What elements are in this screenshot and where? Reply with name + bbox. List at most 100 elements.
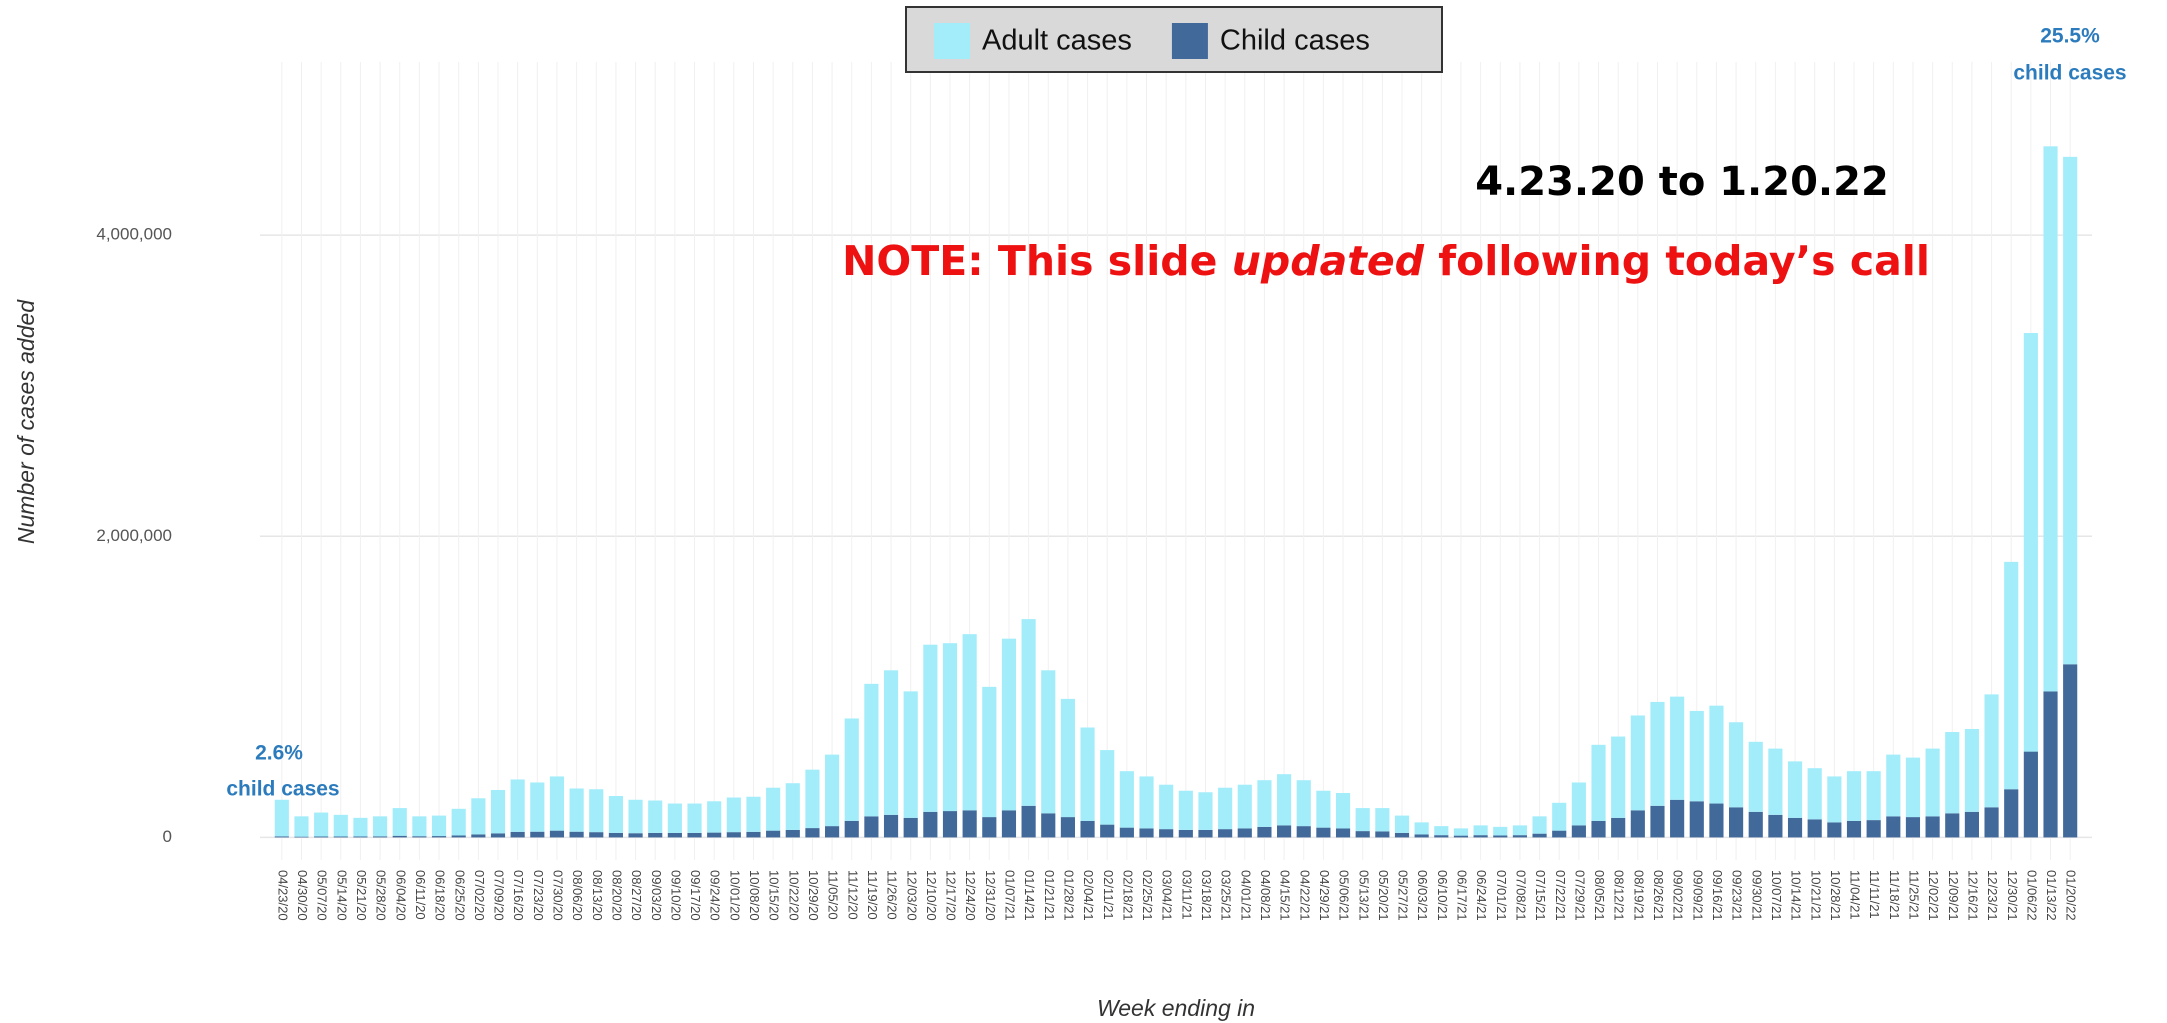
bar-segment — [373, 816, 388, 837]
bar-segment — [1512, 835, 1527, 838]
x-tick-label: 06/17/21 — [1455, 870, 1470, 921]
bar-segment — [1512, 825, 1527, 836]
bar-segment — [903, 817, 918, 838]
bar-segment — [1807, 768, 1822, 820]
bar-segment — [2043, 146, 2058, 692]
bar-segment — [1748, 811, 1763, 838]
x-tick-label: 12/16/21 — [1965, 870, 1980, 921]
bar-segment — [864, 816, 879, 838]
bar-segment — [353, 817, 368, 837]
bar-segment — [1237, 784, 1252, 829]
annotation: child cases — [226, 778, 339, 801]
x-tick-label: 11/26/20 — [885, 870, 900, 920]
bar-segment — [1394, 832, 1410, 838]
bar-segment — [687, 803, 702, 833]
bar-segment — [962, 810, 977, 838]
y-tick-label: 0 — [163, 827, 172, 846]
bar-segment — [785, 783, 800, 830]
bar-segment — [923, 811, 938, 838]
annotation: 2.6% — [255, 742, 303, 765]
bar-segment — [1139, 776, 1154, 829]
x-tick-label: 03/25/21 — [1219, 870, 1234, 921]
bar-segment — [1493, 826, 1508, 836]
x-tick-label: 09/30/21 — [1749, 870, 1764, 921]
bar-segment — [1198, 829, 1213, 838]
bar-segment — [608, 832, 623, 838]
x-tick-label: 10/08/20 — [747, 870, 762, 921]
bar-segment — [274, 799, 289, 837]
bar-segment — [1670, 799, 1685, 838]
bar-segment — [490, 789, 506, 834]
bar-segment — [510, 779, 525, 832]
x-tick-label: 04/08/21 — [1258, 870, 1273, 921]
x-tick-label: 03/11/21 — [1179, 870, 1194, 920]
bar-segment — [942, 643, 958, 812]
bar-segment — [1178, 829, 1193, 838]
bar-segment — [1355, 831, 1370, 838]
bar-segment — [1119, 827, 1134, 838]
bar-segment — [471, 834, 486, 838]
bar-segment — [2023, 751, 2038, 838]
bar-segment — [530, 831, 545, 838]
bar-segment — [1532, 833, 1547, 838]
bar-segment — [1335, 792, 1351, 829]
x-tick-label: 09/10/20 — [668, 870, 683, 921]
bar-segment — [1729, 807, 1744, 838]
bar-segment — [746, 831, 761, 838]
bar-segment — [1571, 782, 1586, 826]
bar-segment — [1041, 670, 1056, 814]
x-tick-label: 06/18/20 — [433, 870, 448, 921]
x-tick-label: 12/31/20 — [983, 870, 998, 921]
bar-segment — [1905, 817, 1921, 838]
bar-segment — [746, 796, 761, 832]
x-tick-label: 08/13/20 — [590, 870, 605, 921]
x-tick-label: 09/16/21 — [1710, 870, 1725, 921]
bar-segment — [903, 691, 918, 818]
bar-segment — [687, 832, 702, 838]
x-tick-label: 06/10/21 — [1435, 870, 1450, 921]
x-tick-label: 02/04/21 — [1081, 870, 1096, 921]
bar-segment — [805, 828, 820, 838]
bar-segment — [1159, 829, 1174, 838]
bar-segment — [1296, 826, 1311, 838]
bar-segment — [1709, 803, 1724, 838]
bar-segment — [314, 812, 329, 837]
x-tick-label: 05/27/21 — [1396, 870, 1411, 921]
bar-segment — [1335, 828, 1351, 838]
bar-segment — [1827, 776, 1842, 823]
bar-segment — [1925, 816, 1940, 838]
bar-segment — [707, 801, 722, 833]
x-tick-label: 07/09/20 — [492, 870, 507, 921]
bar-segment — [766, 830, 781, 838]
x-tick-label: 12/17/20 — [944, 870, 959, 921]
bar-segment — [1630, 715, 1645, 811]
x-tick-label: 09/02/21 — [1671, 870, 1686, 921]
x-tick-label: 06/03/21 — [1415, 870, 1430, 921]
x-tick-label: 06/25/20 — [452, 870, 467, 921]
x-tick-label: 10/15/20 — [767, 870, 782, 921]
x-tick-label: 10/29/20 — [806, 870, 821, 921]
bar-segment — [1709, 705, 1724, 804]
x-tick-label: 01/07/21 — [1003, 870, 1018, 921]
bar-segment — [1984, 807, 1999, 838]
bar-segment — [431, 815, 447, 837]
x-tick-label: 02/25/21 — [1140, 870, 1155, 921]
bar-segment — [1375, 808, 1390, 832]
bar-segment — [2043, 691, 2058, 838]
x-tick-label: 07/02/20 — [472, 870, 487, 921]
bar-segment — [1591, 744, 1606, 821]
x-tick-label: 10/22/20 — [786, 870, 801, 921]
date-range: 4.23.20 to 1.20.22 — [1475, 159, 1889, 205]
bar-segment — [1277, 825, 1292, 838]
legend-label: Adult cases — [982, 25, 1132, 57]
note-part: following today’s call — [1424, 237, 1930, 285]
bar-segment — [1846, 771, 1862, 821]
x-tick-label: 08/12/21 — [1612, 870, 1627, 921]
bar-segment — [1729, 722, 1744, 808]
bar-segment — [667, 832, 682, 838]
bar-segment — [1964, 729, 1979, 812]
bar-segment — [373, 836, 388, 838]
bar-segment — [1689, 801, 1704, 838]
bar-segment — [1060, 817, 1075, 838]
bar-segment — [982, 817, 997, 838]
